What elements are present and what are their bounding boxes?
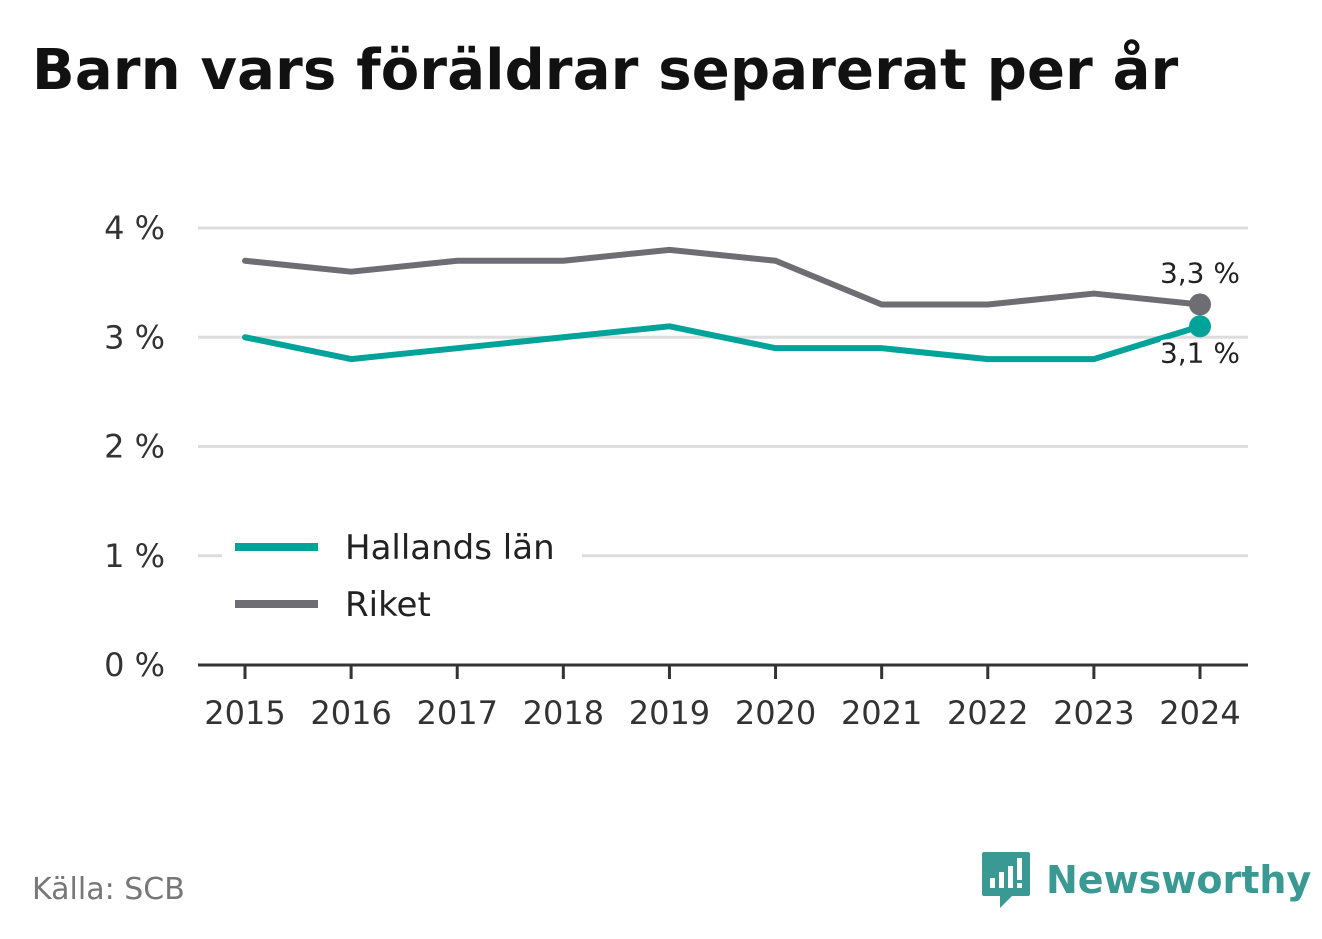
legend-label: Hallands län	[345, 528, 555, 568]
series-line	[242, 323, 1203, 363]
y-axis-tick-labels: 0 % 1 % 2 % 3 % 4 %	[104, 209, 165, 684]
x-tick-label: 2022	[947, 694, 1028, 732]
y-tick-label: 4 %	[104, 209, 165, 247]
end-value-label: 3,1 %	[1160, 336, 1240, 369]
x-tick-label: 2019	[629, 694, 710, 732]
legend: Hallands län Riket	[222, 520, 582, 636]
end-value-labels: 3,3 % 3,1 %	[1157, 253, 1243, 372]
y-tick-label: 0 %	[104, 646, 165, 684]
x-tick-label: 2015	[204, 694, 285, 732]
series-end-point	[1189, 293, 1211, 316]
x-axis-tick-labels: 2015 2016 2017 2018 2019 2020 2021 2022 2023 2024	[204, 694, 1240, 732]
x-tick-label: 2017	[417, 694, 498, 732]
x-tick-label: 2016	[310, 694, 391, 732]
x-tick-label: 2021	[841, 694, 922, 732]
x-tick-label: 2024	[1159, 694, 1240, 732]
x-tick-label: 2020	[735, 694, 816, 732]
series-end-point	[1189, 315, 1211, 338]
brand-name: Newsworthy	[1046, 858, 1312, 902]
x-tick-label: 2023	[1053, 694, 1134, 732]
y-tick-label: 2 %	[104, 428, 165, 466]
chart-title: Barn vars föräldrar separerat per år	[32, 38, 1179, 103]
series-lines	[242, 246, 1211, 363]
y-tick-label: 1 %	[104, 537, 165, 575]
line-chart: 0 % 1 % 2 % 3 % 4 % 2015 2016 2017 2018 2019 2020…	[104, 209, 1248, 732]
newsworthy-logo-icon	[982, 852, 1030, 908]
series-line	[242, 246, 1203, 308]
x-tick-label: 2018	[523, 694, 604, 732]
y-tick-label: 3 %	[104, 318, 165, 356]
legend-label: Riket	[345, 585, 431, 625]
brand-logo: Newsworthy	[980, 848, 1311, 912]
gridlines	[198, 226, 1248, 558]
legend-background	[222, 520, 582, 636]
x-axis	[198, 663, 1248, 679]
end-value-label: 3,3 %	[1160, 256, 1240, 289]
source-note: Källa: SCB	[32, 872, 185, 907]
